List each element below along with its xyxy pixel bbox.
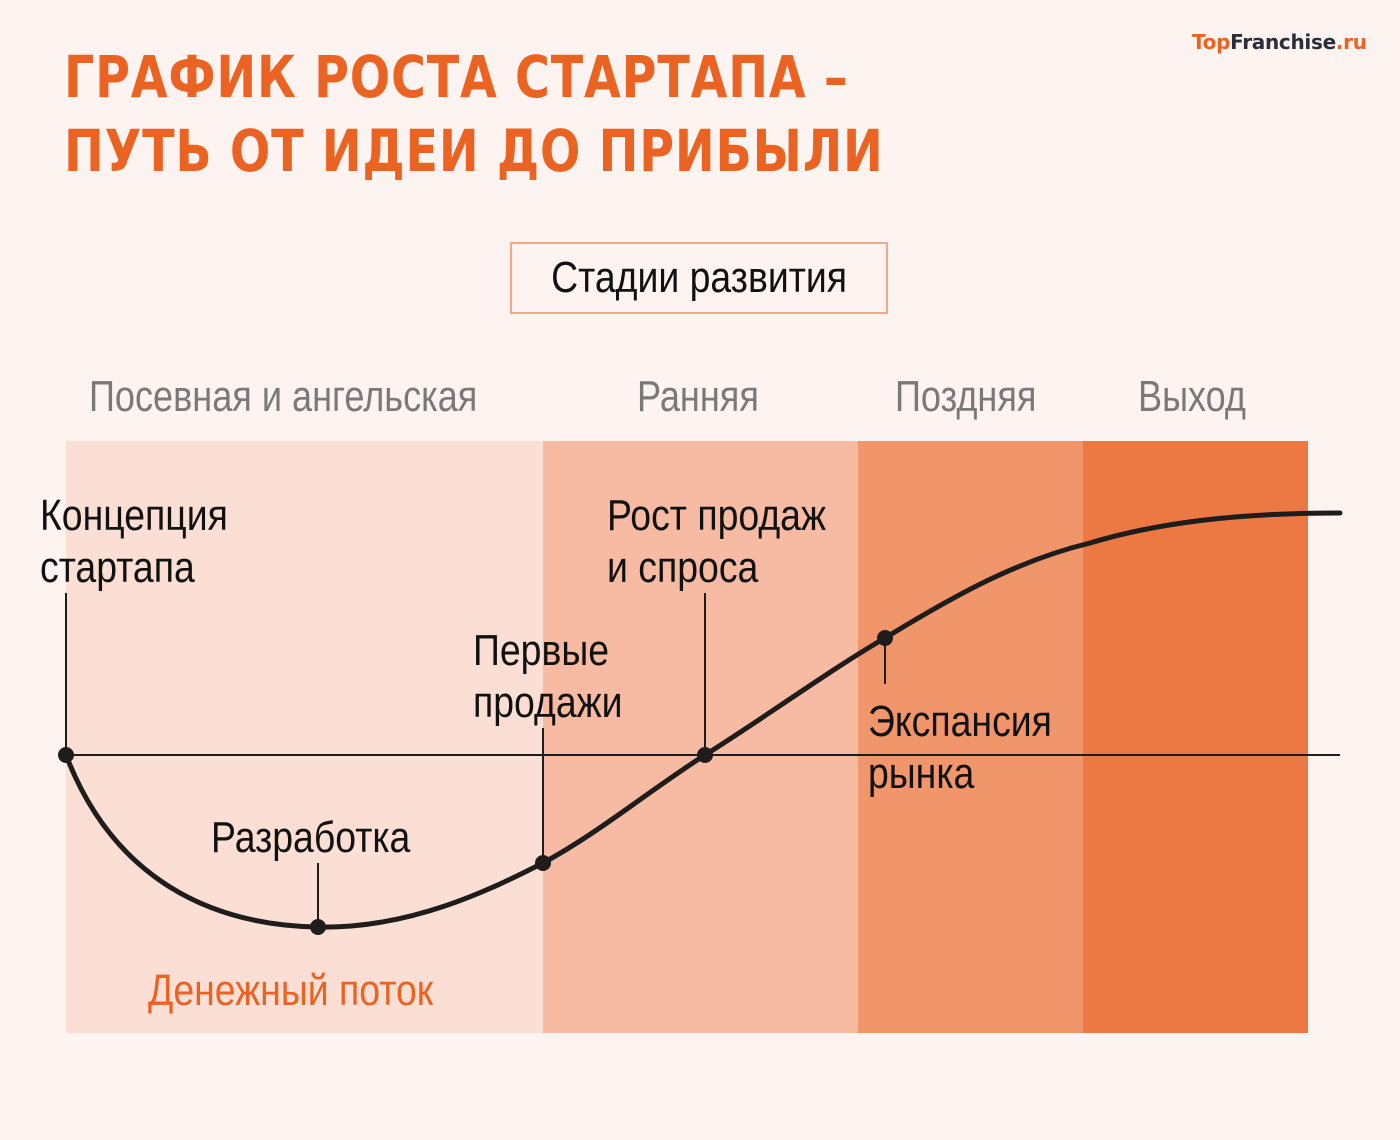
stage-label-exit: Выход bbox=[1138, 372, 1246, 421]
topfranchise-logo[interactable]: TopFranchise.ru bbox=[1192, 30, 1367, 54]
milestone-concept-line1: Концепция bbox=[40, 491, 228, 540]
point-growth bbox=[697, 747, 713, 763]
milestone-expansion-line2: рынка bbox=[868, 749, 975, 798]
logo-part-ru: .ru bbox=[1335, 30, 1367, 54]
stage-label-early: Ранняя bbox=[637, 372, 759, 421]
stages-axis-title-text: Стадии развития bbox=[551, 253, 847, 302]
stage-band-exit bbox=[1083, 441, 1308, 1033]
milestone-first-sales-line1: Первые bbox=[473, 626, 610, 675]
stage-band-early bbox=[543, 441, 858, 1033]
title-line-1: График роста стартапа – bbox=[64, 43, 849, 111]
stage-label-late: Поздняя bbox=[895, 372, 1037, 421]
milestone-concept: Концепция стартапа bbox=[40, 490, 228, 594]
milestone-growth: Рост продаж и спроса bbox=[607, 490, 826, 594]
logo-part-franchise: Franchise bbox=[1230, 30, 1336, 54]
stages-axis-title: Стадии развития bbox=[510, 242, 888, 314]
milestone-first-sales-line2: продажи bbox=[473, 678, 623, 727]
point-expansion bbox=[877, 630, 893, 646]
title-line-2: путь от идеи до прибыли bbox=[64, 117, 884, 185]
milestone-first-sales: Первые продажи bbox=[473, 625, 623, 729]
stage-label-seed: Посевная и ангельская bbox=[89, 372, 478, 421]
milestone-development-line1: Разработка bbox=[211, 813, 411, 862]
point-development bbox=[310, 919, 326, 935]
page-title: График роста стартапа – путь от идеи до … bbox=[64, 40, 884, 188]
milestone-growth-line2: и спроса bbox=[607, 543, 759, 592]
logo-part-top: Top bbox=[1192, 30, 1231, 54]
point-concept bbox=[58, 747, 74, 763]
cash-flow-axis-label: Денежный поток bbox=[148, 966, 434, 1015]
milestone-expansion: Экспансия рынка bbox=[868, 696, 1052, 800]
stage-band-seed bbox=[66, 441, 543, 1033]
stage-band-late bbox=[858, 441, 1083, 1033]
milestone-expansion-line1: Экспансия bbox=[868, 697, 1052, 746]
milestone-growth-line1: Рост продаж bbox=[607, 491, 826, 540]
milestone-concept-line2: стартапа bbox=[40, 543, 195, 592]
point-first-sales bbox=[535, 855, 551, 871]
milestone-development: Разработка bbox=[211, 812, 410, 864]
